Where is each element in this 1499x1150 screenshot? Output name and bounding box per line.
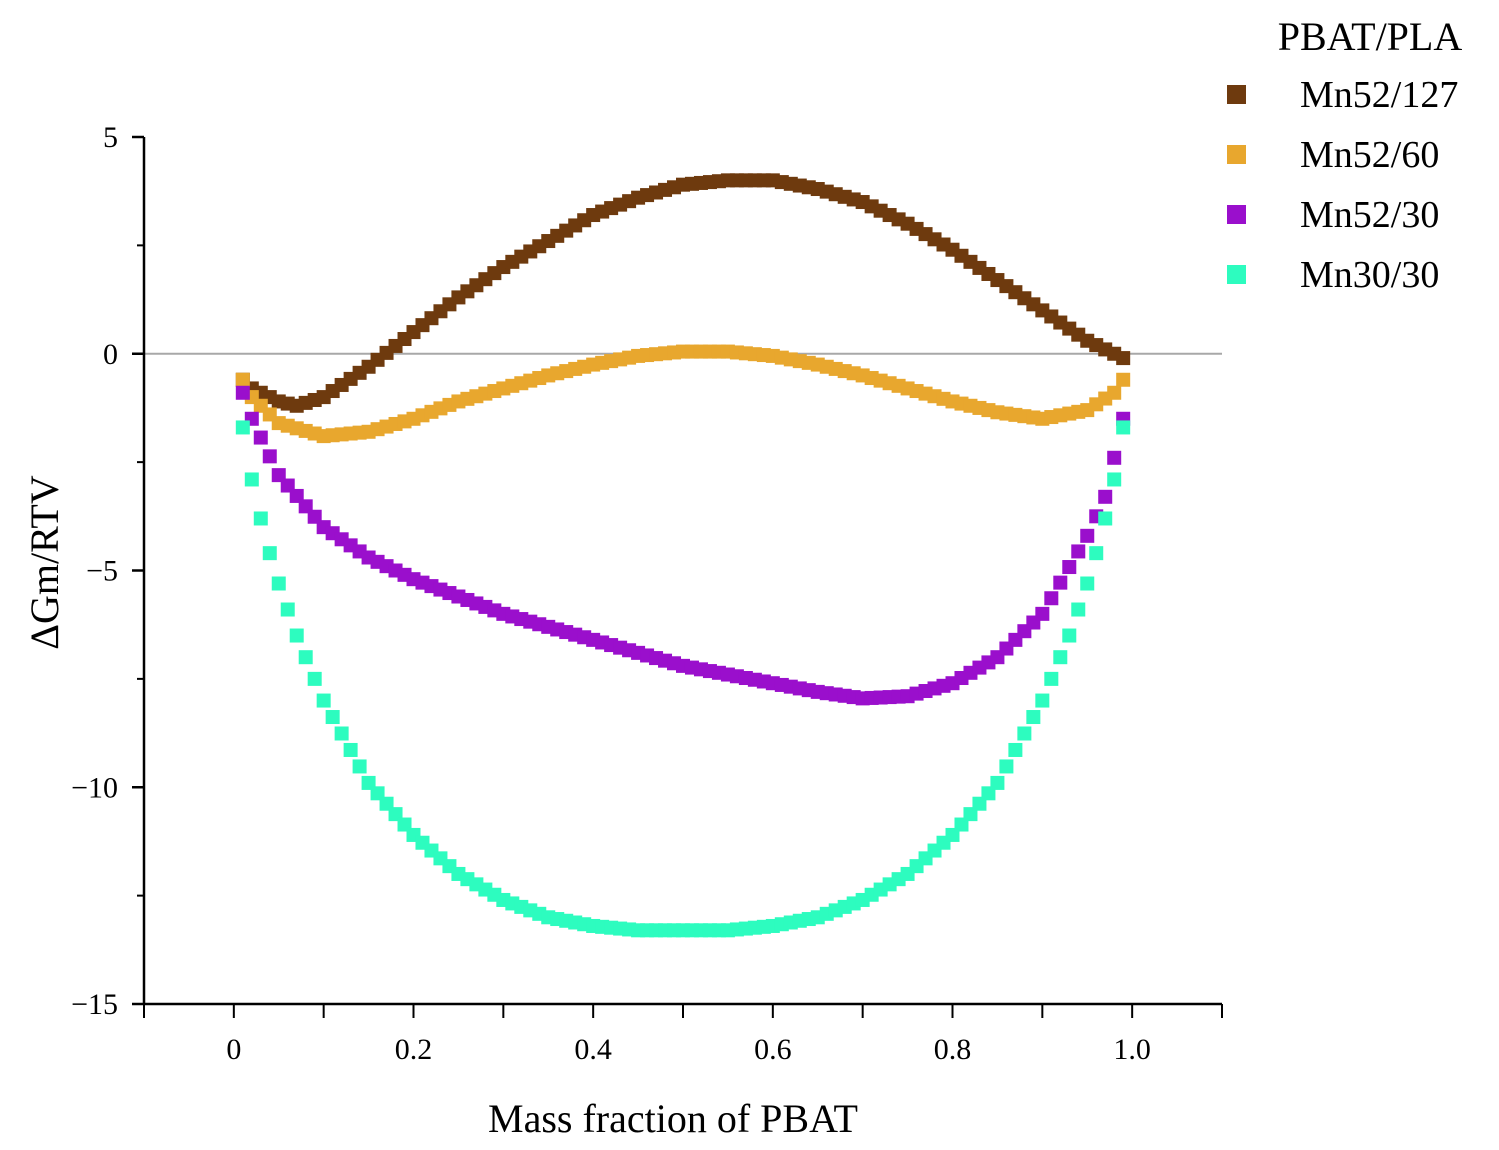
x-axis-title: Mass fraction of PBAT: [488, 1096, 858, 1141]
series-mn52-30: [235, 385, 1131, 706]
data-point: [1071, 544, 1086, 559]
data-point: [1071, 602, 1086, 617]
y-tick-label: 5: [103, 121, 118, 154]
data-point: [262, 449, 277, 464]
data-point: [253, 430, 268, 445]
legend-item: Mn52/30: [1227, 194, 1439, 236]
data-point: [1008, 742, 1023, 757]
data-point: [1017, 726, 1032, 741]
data-point: [1080, 528, 1095, 543]
legend-swatch: [1227, 205, 1246, 224]
data-point: [1035, 606, 1050, 621]
data-point: [1107, 450, 1122, 465]
legend-swatch: [1227, 85, 1246, 104]
data-point: [235, 420, 250, 435]
y-tick-label: −10: [71, 771, 118, 804]
x-tick-label: 0: [226, 1033, 241, 1066]
legend-item: Mn30/30: [1227, 254, 1439, 296]
axes: 5 0 −5 −10 −15 0 0.2 0.4 0.6 0.8 1.0: [71, 121, 1223, 1066]
data-point: [325, 710, 340, 725]
data-point: [1107, 385, 1122, 400]
series-mn52-60: [235, 344, 1131, 444]
x-tick-label: 0.8: [934, 1033, 972, 1066]
data-point: [1116, 351, 1131, 366]
y-tick-label: 0: [103, 338, 118, 371]
data-point: [1098, 489, 1113, 504]
series-mn30-30: [235, 420, 1131, 938]
data-point: [1098, 511, 1113, 526]
data-point: [1062, 560, 1077, 575]
data-point: [1116, 372, 1131, 387]
data-point: [1089, 546, 1104, 561]
data-point: [235, 385, 250, 400]
data-point: [298, 650, 313, 665]
data-point: [1080, 576, 1095, 591]
series-mn52-127: [235, 173, 1131, 413]
data-point: [1107, 472, 1122, 487]
legend-label: Mn52/127: [1300, 74, 1458, 116]
data-point: [235, 372, 250, 387]
x-tick-label: 0.2: [395, 1033, 433, 1066]
legend-item: Mn52/127: [1227, 74, 1458, 116]
legend: PBAT/PLA Mn52/127 Mn52/60 Mn52/30 Mn30/30: [1227, 14, 1462, 296]
data-point: [1044, 671, 1059, 686]
data-markers: [235, 173, 1131, 938]
data-point: [334, 726, 349, 741]
x-tick-label: 1.0: [1113, 1033, 1151, 1066]
data-point: [262, 546, 277, 561]
y-axis-title: ΔGm/RTV: [22, 475, 67, 650]
legend-swatch: [1227, 145, 1246, 164]
data-point: [271, 576, 286, 591]
data-point: [289, 628, 304, 643]
legend-swatch: [1227, 265, 1246, 284]
data-point: [1035, 693, 1050, 708]
legend-label: Mn52/30: [1300, 194, 1439, 236]
legend-item: Mn52/60: [1227, 134, 1439, 176]
y-tick-label: −5: [86, 555, 118, 588]
data-point: [999, 759, 1014, 774]
data-point: [244, 472, 259, 487]
x-tick-label: 0.6: [754, 1033, 792, 1066]
x-tick-label: 0.4: [574, 1033, 612, 1066]
data-point: [1053, 650, 1068, 665]
data-point: [1026, 710, 1041, 725]
data-point: [280, 602, 295, 617]
legend-label: Mn30/30: [1300, 254, 1439, 296]
data-point: [343, 742, 358, 757]
legend-title: PBAT/PLA: [1278, 14, 1463, 59]
data-point: [990, 775, 1005, 790]
data-point: [253, 511, 268, 526]
data-point: [1116, 420, 1131, 435]
data-point: [307, 671, 322, 686]
legend-label: Mn52/60: [1300, 134, 1439, 176]
data-point: [1053, 575, 1068, 590]
y-tick-label: −15: [71, 988, 118, 1021]
data-point: [1044, 591, 1059, 606]
data-point: [316, 693, 331, 708]
data-point: [1062, 628, 1077, 643]
data-point: [352, 759, 367, 774]
